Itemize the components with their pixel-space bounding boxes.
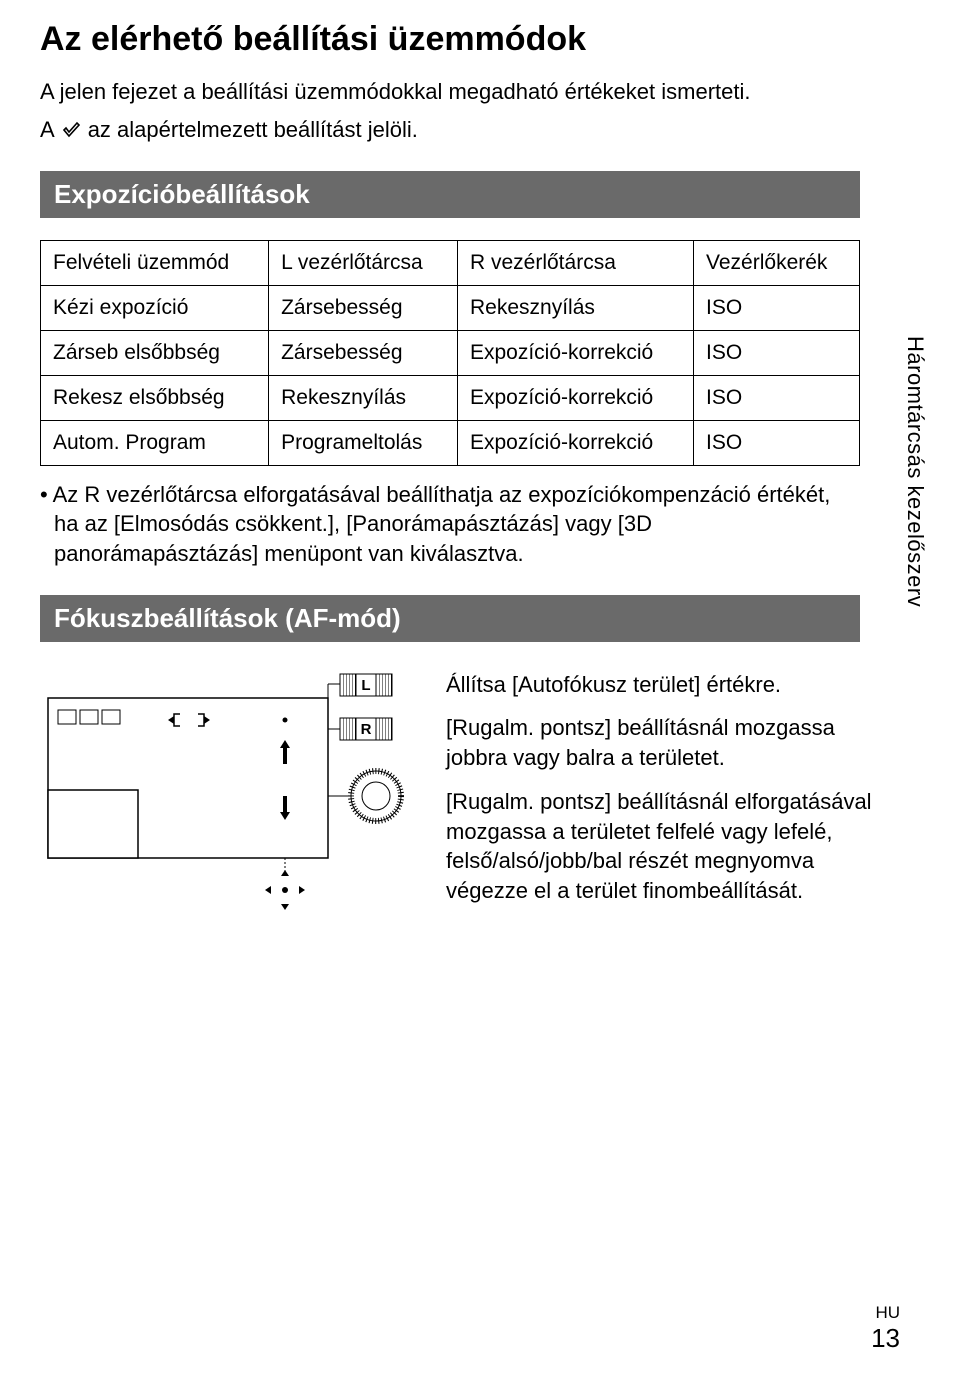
svg-text:R: R bbox=[361, 721, 372, 738]
svg-text:L: L bbox=[361, 677, 370, 694]
cell: Zárseb elsőbbség bbox=[41, 330, 269, 375]
l-dial-instruction: Állítsa [Autofókusz terület] értékre. bbox=[446, 670, 890, 700]
cell: ISO bbox=[694, 285, 860, 330]
cell: Kézi expozíció bbox=[41, 285, 269, 330]
wheel-text: [Rugalm. pontsz] beállításnál elforgatás… bbox=[446, 789, 872, 903]
cell: Rekesz elsőbbség bbox=[41, 375, 269, 420]
table-row: Autom. Program Programeltolás Expozíció-… bbox=[41, 420, 860, 465]
cell: Expozíció-korrekció bbox=[457, 330, 693, 375]
exposure-section-header: Expozícióbeállítások bbox=[40, 171, 860, 218]
col-header: Felvételi üzemmód bbox=[41, 240, 269, 285]
table-row: Kézi expozíció Zársebesség Rekesznyílás … bbox=[41, 285, 860, 330]
side-tab-label: Háromtárcsás kezelőszerv bbox=[902, 336, 928, 607]
col-header: L vezérlőtárcsa bbox=[269, 240, 458, 285]
col-header: R vezérlőtárcsa bbox=[457, 240, 693, 285]
focus-instructions: Állítsa [Autofókusz terület] értékre. [R… bbox=[446, 670, 890, 920]
cell: Rekesznyílás bbox=[457, 285, 693, 330]
cell: ISO bbox=[694, 420, 860, 465]
cell: Expozíció-korrekció bbox=[457, 420, 693, 465]
footer-page-number: 13 bbox=[871, 1323, 900, 1354]
default-prefix: A bbox=[40, 117, 60, 142]
cell: Autom. Program bbox=[41, 420, 269, 465]
r-dial-instruction: [Rugalm. pontsz] beállításnál mozgassa j… bbox=[446, 713, 890, 772]
footer-lang: HU bbox=[871, 1303, 900, 1323]
intro-text: A jelen fejezet a beállítási üzemmódokka… bbox=[40, 77, 890, 107]
page-title: Az elérhető beállítási üzemmódok bbox=[40, 20, 890, 59]
cell: Expozíció-korrekció bbox=[457, 375, 693, 420]
l-dial-text: Állítsa [Autofókusz terület] értékre. bbox=[446, 672, 781, 697]
wheel-instruction: [Rugalm. pontsz] beállításnál elforgatás… bbox=[446, 787, 890, 906]
focus-section: L R Állítsa [Au bbox=[40, 670, 890, 930]
cell: ISO bbox=[694, 330, 860, 375]
table-row: Rekesz elsőbbség Rekesznyílás Expozíció-… bbox=[41, 375, 860, 420]
cell: Programeltolás bbox=[269, 420, 458, 465]
default-note: A az alapértelmezett beállítást jelöli. bbox=[40, 117, 890, 143]
default-suffix: az alapértelmezett beállítást jelöli. bbox=[82, 117, 418, 142]
table-row: Zárseb elsőbbség Zársebesség Expozíció-k… bbox=[41, 330, 860, 375]
focus-diagram: L R bbox=[40, 670, 420, 930]
r-dial-text: [Rugalm. pontsz] beállításnál mozgassa j… bbox=[446, 715, 835, 770]
cell: ISO bbox=[694, 375, 860, 420]
exposure-table: Felvételi üzemmód L vezérlőtárcsa R vezé… bbox=[40, 240, 860, 466]
cell: Zársebesség bbox=[269, 285, 458, 330]
page-footer: HU 13 bbox=[871, 1303, 900, 1354]
cell: Zársebesség bbox=[269, 330, 458, 375]
checkmark-icon bbox=[62, 121, 80, 139]
col-header: Vezérlőkerék bbox=[694, 240, 860, 285]
exposure-note: • Az R vezérlőtárcsa elforgatásával beál… bbox=[40, 480, 860, 569]
focus-section-header: Fókuszbeállítások (AF-mód) bbox=[40, 595, 860, 642]
cell: Rekesznyílás bbox=[269, 375, 458, 420]
table-header-row: Felvételi üzemmód L vezérlőtárcsa R vezé… bbox=[41, 240, 860, 285]
